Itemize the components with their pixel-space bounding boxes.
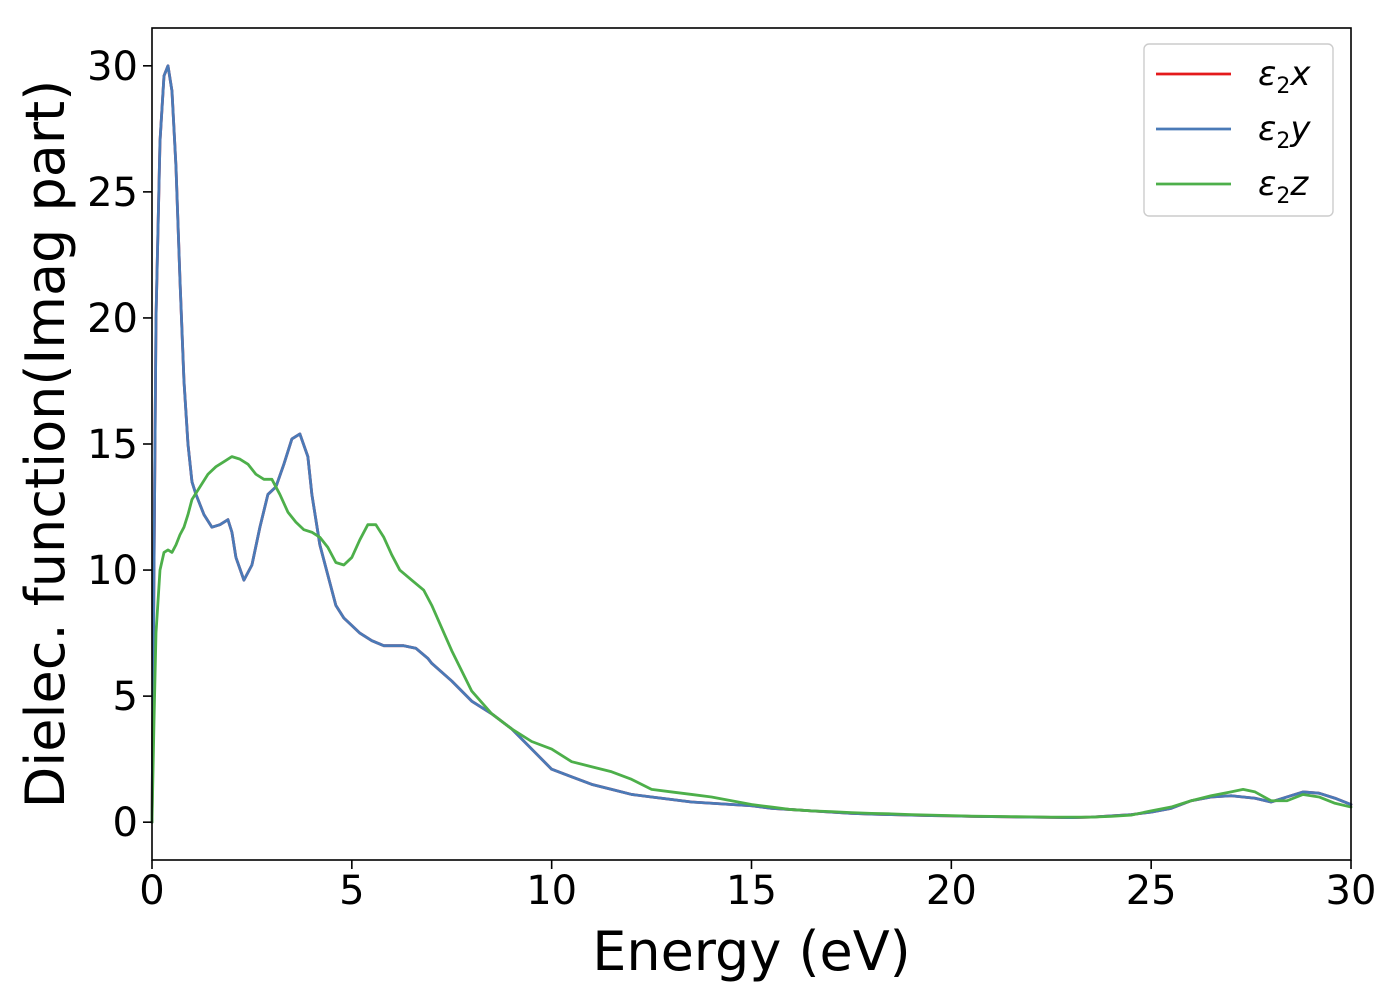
legend-frame bbox=[1143, 43, 1334, 217]
x-tick-label: 20 bbox=[926, 868, 977, 914]
x-tick-label: 25 bbox=[1126, 868, 1177, 914]
plot-lines bbox=[150, 64, 1353, 824]
y-tick-label: 5 bbox=[113, 674, 138, 720]
y-axis-ticks: 0 5 10 15 20 25 30 bbox=[87, 44, 152, 846]
y-tick-label: 20 bbox=[87, 296, 138, 342]
legend: ε2x ε2y ε2z bbox=[1143, 43, 1334, 217]
y-tick-label: 15 bbox=[87, 422, 138, 468]
legend-item-x: ε2x bbox=[1156, 54, 1311, 99]
x-axis-ticks: 0 5 10 15 20 25 30 bbox=[139, 860, 1376, 914]
x-axis-label: Energy (eV) bbox=[592, 920, 911, 983]
legend-label: ε2x bbox=[1258, 54, 1311, 99]
series-line-z bbox=[150, 455, 1353, 824]
legend-label: ε2z bbox=[1258, 164, 1309, 209]
y-tick-label: 25 bbox=[87, 170, 138, 216]
x-tick-label: 5 bbox=[339, 868, 364, 914]
x-tick-label: 0 bbox=[139, 868, 164, 914]
legend-item-z: ε2z bbox=[1156, 164, 1309, 209]
x-tick-label: 15 bbox=[726, 868, 777, 914]
x-tick-label: 10 bbox=[526, 868, 577, 914]
y-tick-label: 10 bbox=[87, 548, 138, 594]
x-tick-label: 30 bbox=[1326, 868, 1377, 914]
legend-item-y: ε2y bbox=[1156, 109, 1311, 154]
y-axis-label: Dielec. function(Imag part) bbox=[14, 80, 77, 809]
y-tick-label: 0 bbox=[113, 800, 138, 846]
legend-label: ε2y bbox=[1258, 109, 1311, 154]
y-tick-label: 30 bbox=[87, 44, 138, 90]
